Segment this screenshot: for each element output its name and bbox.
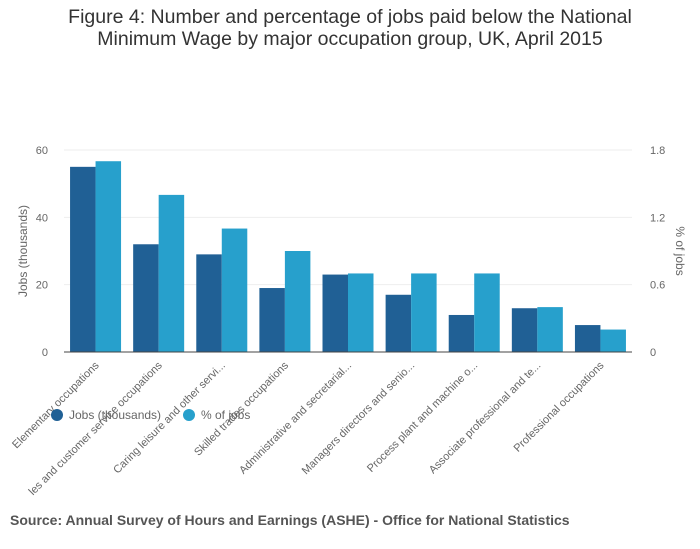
x-tick-label: Process plant and machine o... <box>365 360 480 475</box>
x-tick-label: Managers directors and senio... <box>300 360 417 477</box>
bar-jobs-thousands[interactable] <box>448 314 475 352</box>
legend[interactable]: Jobs (thousands) % of jobs <box>51 408 250 422</box>
legend-marker <box>183 409 195 421</box>
y-left-tick-label: 20 <box>36 280 48 292</box>
y-right-axis-title: % of jobs <box>673 226 687 275</box>
y-right-tick-label: 0.6 <box>650 280 665 292</box>
bar-percent-of-jobs[interactable] <box>411 273 437 352</box>
bar-percent-of-jobs[interactable] <box>348 273 374 352</box>
bar-percent-of-jobs[interactable] <box>537 307 563 352</box>
axes: 0 20 40 60 0 0.6 1.2 1.8 Jobs (thousands) % of jo… <box>16 145 687 359</box>
legend-label: Jobs (thousands) <box>69 408 161 422</box>
bar-jobs-thousands[interactable] <box>259 288 285 352</box>
x-tick-label: Associate professional and te... <box>427 360 544 477</box>
legend-item-jobs[interactable]: Jobs (thousands) <box>51 408 161 422</box>
y-left-tick-label: 0 <box>42 347 48 359</box>
chart-title-line-2: Minimum Wage by major occupation group, … <box>97 28 603 50</box>
bar-percent-of-jobs[interactable] <box>95 161 122 352</box>
bar-jobs-thousands[interactable] <box>385 294 412 352</box>
y-right-tick-label: 1.8 <box>650 145 665 157</box>
source-note: Source: Annual Survey of Hours and Earni… <box>10 512 570 528</box>
bar-jobs-thousands[interactable] <box>133 244 159 352</box>
x-tick-label: les and customer service occupations <box>27 359 166 498</box>
bar-jobs-thousands[interactable] <box>511 308 538 352</box>
legend-item-percent[interactable]: % of jobs <box>183 408 250 422</box>
y-right-tick-label: 0 <box>650 347 656 359</box>
bar-percent-of-jobs[interactable] <box>284 251 311 352</box>
y-left-tick-label: 40 <box>36 212 48 224</box>
legend-marker <box>51 409 63 421</box>
legend-label: % of jobs <box>201 408 250 422</box>
y-right-tick-label: 1.2 <box>650 212 665 224</box>
bar-jobs-thousands[interactable] <box>574 325 601 352</box>
bar-jobs-thousands[interactable] <box>322 274 349 352</box>
chart-title: Figure 4: Number and percentage of jobs … <box>0 6 700 50</box>
bar-jobs-thousands[interactable] <box>70 166 96 352</box>
bar-percent-of-jobs[interactable] <box>600 329 626 352</box>
chart-title-line-1: Figure 4: Number and percentage of jobs … <box>68 6 632 28</box>
bars <box>70 161 626 352</box>
y-left-axis-title: Jobs (thousands) <box>16 205 30 297</box>
bar-percent-of-jobs[interactable] <box>158 194 185 352</box>
y-left-tick-label: 60 <box>36 145 48 157</box>
bar-percent-of-jobs[interactable] <box>474 273 500 352</box>
bar-percent-of-jobs[interactable] <box>221 228 248 352</box>
x-tick-label: Administrative and secretarial... <box>237 360 354 477</box>
bar-jobs-thousands[interactable] <box>196 254 222 352</box>
